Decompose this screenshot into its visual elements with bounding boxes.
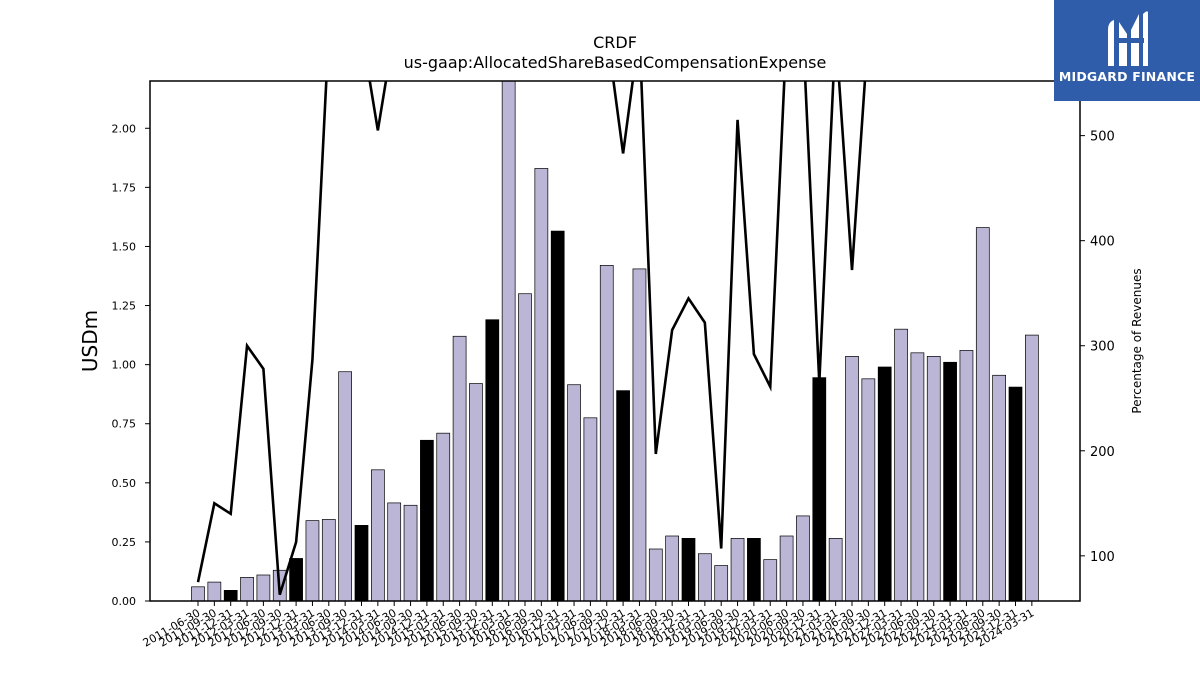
bar-2011-12-31 <box>223 590 238 602</box>
bar-2023-09-30 <box>992 374 1007 602</box>
bar-2024-03-31 <box>1024 334 1039 602</box>
bar-2015-12-31 <box>485 319 500 602</box>
bar-2017-06-30 <box>583 417 598 602</box>
y-tick-label: 1.75 <box>112 181 137 194</box>
bar-2022-12-31 <box>943 361 957 602</box>
bar-2012-06-30 <box>256 574 271 602</box>
bar-2023-03-31 <box>959 350 974 602</box>
bar-2015-03-31 <box>436 432 451 602</box>
bar-2016-06-30 <box>518 293 532 602</box>
y2-tick-label: 300 <box>1090 340 1115 355</box>
bar-2023-12-31 <box>1008 386 1023 602</box>
bar-2012-03-31 <box>240 577 254 602</box>
x-axis-ticks: 2011-06-302011-09-302011-12-312012-03-31… <box>141 601 1036 650</box>
y2-tick-label: 100 <box>1090 550 1115 565</box>
bar-2021-06-30 <box>845 356 859 602</box>
bar-2019-03-31 <box>697 553 712 602</box>
bar-2023-06-30 <box>975 227 990 602</box>
bars <box>191 80 1039 602</box>
bar-2011-09-30 <box>207 581 222 602</box>
y2-tick-label: 200 <box>1090 445 1115 460</box>
y-tick-label: 0.75 <box>112 418 137 431</box>
bar-2022-06-30 <box>910 352 925 602</box>
y2-tick-label: 400 <box>1090 235 1115 250</box>
bar-2017-03-31 <box>567 384 581 602</box>
bar-2021-12-31 <box>877 366 892 602</box>
bar-2021-03-31 <box>828 538 843 602</box>
bar-2021-09-30 <box>861 378 876 602</box>
bar-2016-03-31 <box>501 80 516 602</box>
brand-name: MIDGARD FINANCE <box>1058 69 1196 84</box>
bar-2013-12-31 <box>354 525 369 602</box>
y2-axis-label: Percentage of Revenues <box>1130 268 1144 413</box>
midgard-logo-icon <box>1108 11 1148 67</box>
bar-2022-03-31 <box>894 328 908 602</box>
bar-2020-12-31 <box>812 377 827 602</box>
bar-2018-09-30 <box>665 535 680 602</box>
bar-2014-06-30 <box>387 502 402 602</box>
bar-2019-12-31 <box>747 538 761 602</box>
y-axis-ticks: 0.00 0.25 0.50 0.75 1.00 1.25 1.50 1.75 2.00 <box>112 122 150 608</box>
bar-2017-12-31 <box>616 390 630 602</box>
bar-2016-09-30 <box>534 168 549 602</box>
revenue-percentage-line-layer <box>196 81 867 596</box>
bar-2017-09-30 <box>599 265 614 602</box>
y-tick-label: 0.50 <box>112 477 137 490</box>
bar-2020-03-31 <box>763 559 778 602</box>
bar-2019-09-30 <box>730 538 745 602</box>
bar-2013-09-30 <box>338 371 352 602</box>
bar-2016-12-31 <box>550 230 565 602</box>
bar-2018-12-31 <box>681 538 696 602</box>
bar-2018-03-31 <box>632 268 647 602</box>
y-tick-label: 1.00 <box>112 359 137 372</box>
bar-2022-09-30 <box>926 356 941 602</box>
chart-title: CRDF <box>593 33 637 52</box>
chart-subtitle: us-gaap:AllocatedShareBasedCompensationE… <box>404 53 827 72</box>
brand-logo: MIDGARD FINANCE <box>1054 0 1200 101</box>
bar-2012-12-31 <box>289 558 303 602</box>
bar-2014-09-30 <box>403 504 418 602</box>
bar-2015-09-30 <box>469 383 483 602</box>
y-tick-label: 1.25 <box>112 300 137 313</box>
plot-frame <box>149 80 1081 602</box>
bar-2013-06-30 <box>321 519 336 602</box>
y-tick-label: 1.50 <box>112 240 137 253</box>
bar-2011-06-30 <box>191 586 205 602</box>
bar-2014-03-31 <box>371 469 385 602</box>
bar-2019-06-30 <box>714 565 729 602</box>
y-tick-label: 2.00 <box>112 122 137 135</box>
bar-2020-09-30 <box>796 515 810 602</box>
bar-2020-06-30 <box>779 535 794 602</box>
y2-axis-ticks: 100 200 300 400 500 <box>1080 130 1115 565</box>
y2-tick-label: 500 <box>1090 130 1115 145</box>
bar-2015-06-30 <box>452 335 467 602</box>
y-tick-label: 0.00 <box>112 595 137 608</box>
bar-2018-06-30 <box>648 548 663 602</box>
y-axis-label: USDm <box>78 310 102 372</box>
bar-2014-12-31 <box>420 439 434 602</box>
revenue-percentage-line <box>196 81 867 596</box>
bar-2013-03-31 <box>305 520 320 602</box>
y-tick-label: 0.25 <box>112 536 137 549</box>
